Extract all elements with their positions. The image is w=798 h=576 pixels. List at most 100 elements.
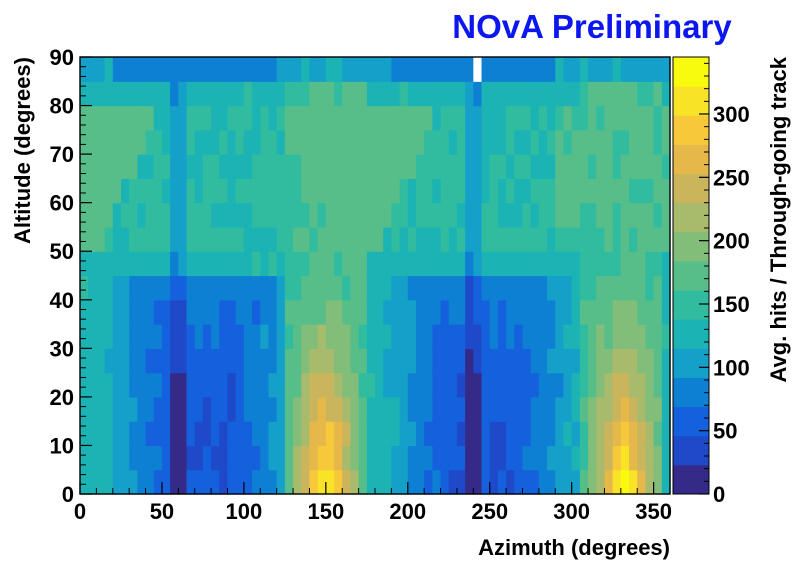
heatmap-cell <box>219 178 229 204</box>
heatmap-cell <box>252 57 261 82</box>
heatmap-cell <box>637 421 647 447</box>
heatmap-cell <box>440 251 450 277</box>
heatmap-cell <box>629 372 638 398</box>
heatmap-cell <box>375 421 384 447</box>
heatmap-cell <box>571 396 581 422</box>
heatmap-cell <box>268 129 278 155</box>
heatmap-cell <box>80 57 89 82</box>
heatmap-cell <box>481 348 491 374</box>
heatmap-cell <box>137 129 147 155</box>
heatmap-cell <box>120 251 130 277</box>
heatmap-cell <box>153 57 163 82</box>
heatmap-cell <box>276 396 286 422</box>
heatmap-cell <box>137 226 147 252</box>
heatmap-cell <box>415 299 425 325</box>
heatmap-cell <box>432 372 442 398</box>
heatmap-cell <box>612 154 622 179</box>
heatmap-cell <box>489 81 499 107</box>
heatmap-cell <box>399 81 409 107</box>
heatmap-cell <box>547 202 556 228</box>
heatmap-cell <box>514 445 524 471</box>
heatmap-cell <box>645 299 655 325</box>
heatmap-cell <box>604 299 614 325</box>
heatmap-cell <box>596 396 606 422</box>
heatmap-cell <box>588 299 597 325</box>
heatmap-cell <box>293 226 302 252</box>
heatmap-cell <box>629 275 638 301</box>
heatmap-cell <box>538 469 548 495</box>
heatmap-cell <box>309 275 319 301</box>
heatmap-cell <box>424 421 433 447</box>
heatmap-cell <box>235 445 245 471</box>
heatmap-cell <box>637 299 647 325</box>
heatmap-cell <box>383 178 392 204</box>
heatmap-cell <box>489 421 499 447</box>
heatmap-cell <box>309 348 319 374</box>
heatmap-cell <box>88 105 97 131</box>
heatmap-cell <box>342 275 352 301</box>
heatmap-cell <box>579 445 589 471</box>
heatmap-cell <box>260 226 270 252</box>
heatmap-cell <box>645 396 655 422</box>
heatmap-cell <box>350 348 360 374</box>
heatmap-cell <box>620 129 630 155</box>
heatmap-cell <box>620 105 630 131</box>
heatmap-cell <box>506 226 515 252</box>
heatmap-cell <box>415 202 425 228</box>
heatmap-cell <box>96 105 106 131</box>
heatmap-cell <box>571 202 581 228</box>
heatmap-cell <box>120 178 130 204</box>
heatmap-cell <box>563 372 573 398</box>
heatmap-cell <box>145 299 155 325</box>
heatmap-cell <box>481 251 491 277</box>
heatmap-cell <box>137 421 147 447</box>
heatmap-cell <box>145 396 155 422</box>
heatmap-cell <box>489 275 499 301</box>
heatmap-cell <box>653 105 663 131</box>
heatmap-cell <box>604 251 614 277</box>
heatmap-cell <box>530 372 540 398</box>
heatmap-cell <box>620 57 630 82</box>
heatmap-cell <box>661 275 671 301</box>
heatmap-cell <box>407 202 417 228</box>
heatmap-cell <box>465 275 474 301</box>
heatmap-cell <box>415 324 425 349</box>
heatmap-cell <box>301 324 311 349</box>
heatmap-cell <box>243 57 253 82</box>
heatmap-cell <box>563 105 573 131</box>
heatmap-cell <box>153 324 163 349</box>
heatmap-cell <box>456 396 466 422</box>
heatmap-cell <box>661 57 671 82</box>
heatmap-cell <box>612 348 622 374</box>
heatmap-cell <box>522 202 532 228</box>
heatmap-cell <box>301 154 311 179</box>
heatmap-cell <box>465 202 474 228</box>
y-tick-label: 0 <box>62 482 74 507</box>
heatmap-cell <box>399 299 409 325</box>
heatmap-cell <box>424 372 433 398</box>
heatmap-cell <box>391 275 401 301</box>
heatmap-cell <box>538 372 548 398</box>
heatmap-cell <box>309 129 319 155</box>
heatmap-cell <box>596 251 606 277</box>
heatmap-cell <box>514 324 524 349</box>
heatmap-cell <box>588 396 597 422</box>
heatmap-cell <box>620 421 630 447</box>
heatmap-cell <box>440 469 450 495</box>
heatmap-cell <box>424 275 433 301</box>
heatmap-cell <box>178 226 188 252</box>
heatmap-cell <box>407 372 417 398</box>
heatmap-cell <box>235 396 245 422</box>
heatmap-cell <box>456 251 466 277</box>
heatmap-cell <box>112 251 122 277</box>
heatmap-cell <box>497 251 507 277</box>
heatmap-cell <box>481 299 491 325</box>
heatmap-cell <box>243 299 253 325</box>
heatmap-cell <box>596 324 606 349</box>
color-scale-segment <box>673 319 709 349</box>
heatmap-cell <box>547 445 556 471</box>
heatmap-cell <box>243 445 253 471</box>
heatmap-cell <box>555 154 565 179</box>
heatmap-cell <box>153 226 163 252</box>
heatmap-cell <box>350 226 360 252</box>
